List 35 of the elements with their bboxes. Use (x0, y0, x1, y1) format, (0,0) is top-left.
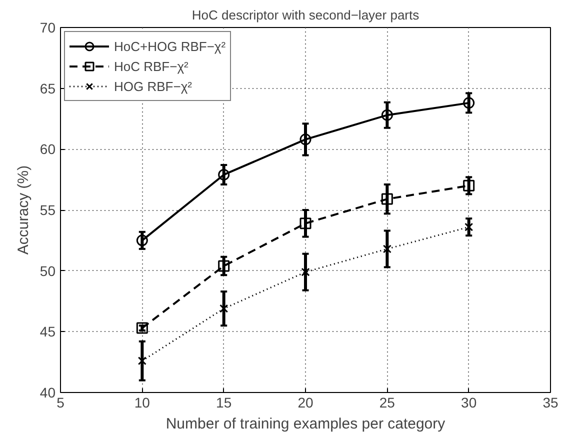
point (218, 260, 230, 272)
x-tick-label: 30 (461, 394, 477, 410)
y-tick-label: 65 (40, 80, 56, 96)
point (300, 134, 312, 146)
x-tick-label: 25 (379, 394, 396, 410)
y-axis-title: Accuracy (%) (14, 165, 32, 255)
point (218, 168, 230, 180)
x-axis-title: Number of training examples per category (166, 416, 446, 432)
point (136, 322, 148, 334)
x-tick-label: 5 (56, 394, 65, 410)
legend-label: HoC RBF−χ² (114, 58, 188, 74)
point (464, 222, 474, 232)
point (463, 97, 475, 109)
point (382, 244, 392, 254)
x-tick-label: 20 (298, 394, 314, 410)
point (300, 218, 312, 230)
y-tick-label: 60 (40, 141, 56, 158)
y-tick-label: 70 (40, 20, 56, 36)
x-tick-label: 10 (134, 394, 150, 410)
point (136, 234, 148, 246)
x-tick-label: 15 (216, 394, 232, 410)
legend-label: HoC+HOG RBF−χ² (114, 38, 226, 54)
point (381, 109, 393, 121)
x-tick-label: 35 (542, 394, 558, 410)
chart-title: HoC descriptor with second−layer parts (192, 8, 420, 22)
point (463, 180, 475, 192)
y-tick-label: 40 (40, 384, 56, 400)
y-tick-label: 45 (40, 324, 56, 340)
point (381, 193, 393, 205)
legend-label: HOG RBF−χ² (114, 78, 192, 94)
y-tick-label: 55 (40, 202, 56, 218)
point (220, 304, 228, 313)
point (138, 356, 146, 366)
y-tick-label: 50 (40, 262, 56, 279)
point (301, 268, 310, 276)
